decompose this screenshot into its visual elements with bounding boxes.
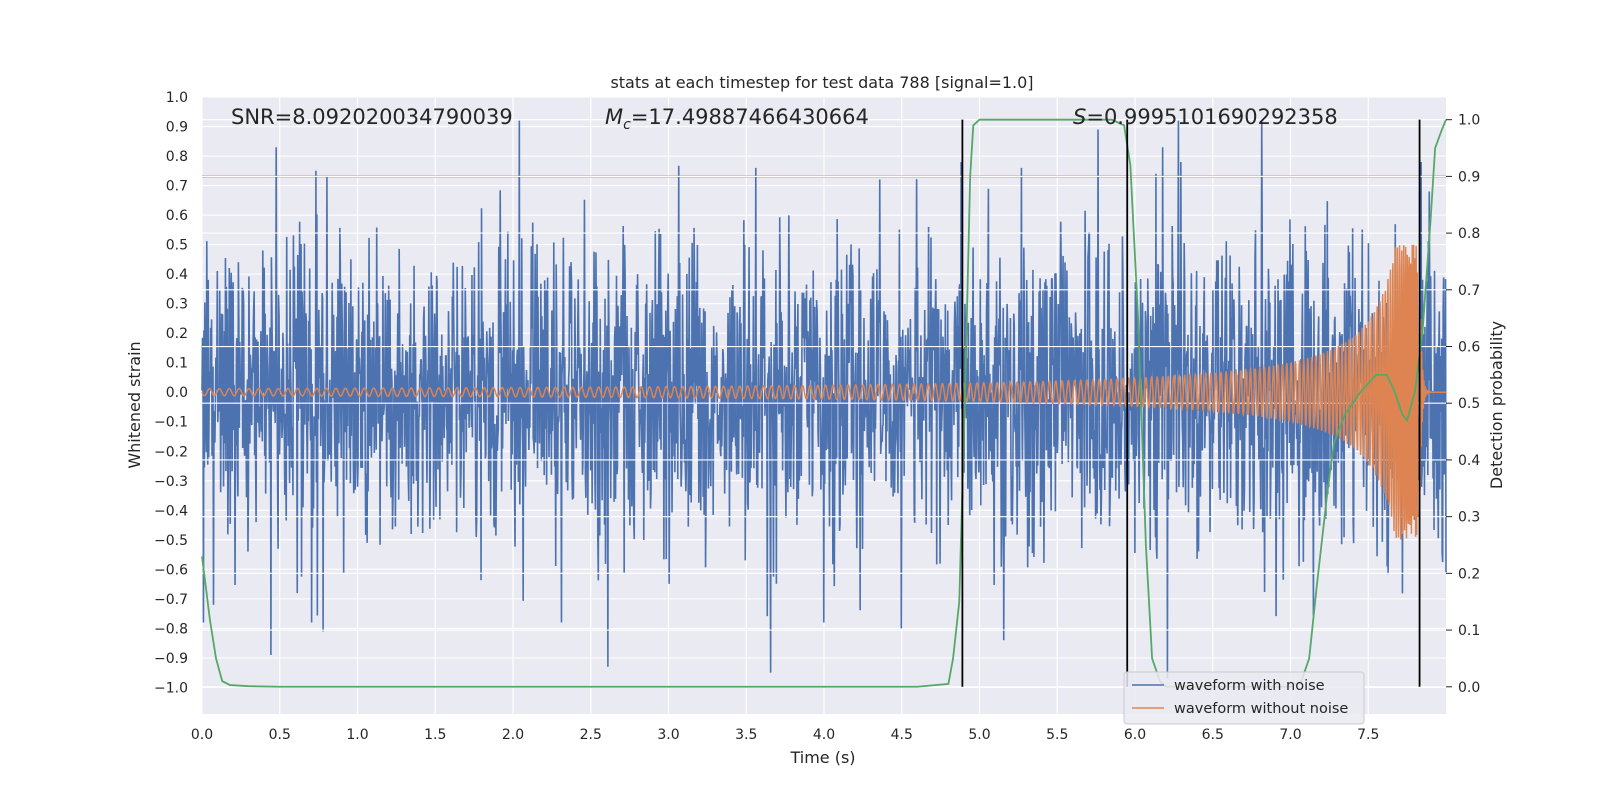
y-left-tick-label: −0.5 [154,533,188,549]
y-right-tick-label: 0.8 [1458,226,1480,242]
x-tick-label: 7.5 [1357,727,1379,743]
chart-title: stats at each timestep for test data 788… [610,73,1033,92]
y-left-axis-ticks: 1.0 0.9 0.8 0.7 0.6 0.5 0.4 0.3 0.2 0.1 0.0 −0.1 −0.… [154,90,188,696]
x-tick-label: 6.0 [1124,727,1146,743]
annotation-chirp-mass: Mc=17.49887466430664 [605,105,869,133]
x-tick-label: 0.0 [191,727,213,743]
y-left-tick-label: −0.7 [154,592,188,608]
y-right-tick-label: 1.0 [1458,113,1480,129]
y-right-tick-label: 0.2 [1458,566,1480,582]
y-left-tick-label: 0.2 [166,326,188,342]
y-right-axis-label: Detection probability [1487,321,1506,489]
legend-label-noise: waveform with noise [1174,678,1325,694]
legend-box [1123,671,1365,725]
series-waveform-without-noise [201,244,1446,540]
x-tick-label: 2.5 [580,727,602,743]
significance-value: =0.9995101690292358 [1086,105,1337,129]
y-right-tick-label: 0.6 [1458,340,1480,356]
x-tick-label: 3.5 [735,727,757,743]
x-tick-label: 7.0 [1279,727,1301,743]
y-left-tick-label: −0.1 [154,415,188,431]
y-left-tick-label: −0.9 [154,651,188,667]
x-axis-ticks: 0.0 0.5 1.0 1.5 2.0 2.5 3.0 3.5 4.0 4.5 5.0 5.5 6.0 6… [191,727,1380,743]
series-waveform-with-noise [201,120,1447,679]
y-left-tick-label: −1.0 [154,680,188,696]
chirp-mass-value: =17.49887466430664 [631,105,869,129]
y-left-tick-label: 0.1 [166,356,188,372]
y-left-tick-label: 0.8 [166,149,188,165]
y-right-tick-label: 0.3 [1458,510,1480,526]
y-left-tick-label: −0.6 [154,562,188,578]
clean-waveform-line [201,244,1446,540]
x-tick-label: 2.0 [502,727,524,743]
y-left-tick-label: 0.9 [166,120,188,136]
y-left-tick-label: −0.4 [154,503,188,519]
x-axis-label: Time (s) [789,748,855,767]
y-left-tick-label: 1.0 [166,90,188,106]
x-tick-label: 1.5 [424,727,446,743]
event-vertical-lines [961,119,1421,687]
x-tick-label: 3.0 [657,727,679,743]
y-left-tick-label: 0.5 [166,238,188,254]
y-right-tick-label: 0.5 [1458,396,1480,412]
y-left-axis-label: Whitened strain [125,341,144,468]
annotation-snr: SNR=8.092020034790039 [231,105,513,129]
y-left-tick-label: 0.0 [166,385,188,401]
chirp-mass-symbol: M [605,105,623,129]
y-right-tick-label: 0.9 [1458,169,1480,185]
y-right-tick-label: 0.7 [1458,283,1480,299]
legend-label-clean: waveform without noise [1174,701,1348,717]
noise-waveform-line [201,120,1447,679]
y-right-tick-label: 0.4 [1458,453,1480,469]
y-right-tick-label: 0.0 [1458,680,1480,696]
y-left-tick-label: 0.6 [166,208,188,224]
x-tick-label: 5.0 [968,727,990,743]
y-left-tick-label: −0.2 [154,444,188,460]
y-left-tick-label: −0.8 [154,621,188,637]
annotation-significance: S=0.9995101690292358 [1073,105,1338,129]
x-tick-label: 0.5 [269,727,291,743]
y-right-axis-ticks: 1.0 0.9 0.8 0.7 0.6 0.5 0.4 0.3 0.2 0.1 0.0 [1446,113,1480,696]
significance-symbol: S [1073,105,1086,129]
x-tick-label: 6.5 [1202,727,1224,743]
y-left-tick-label: 0.7 [166,179,188,195]
y-left-tick-label: 0.4 [166,267,188,283]
detection-probability-line [201,118,1447,688]
x-tick-label: 1.0 [346,727,368,743]
y-right-tick-label: 0.1 [1458,623,1480,639]
y-left-tick-label: 0.3 [166,297,188,313]
legend: waveform with noise waveform without noi… [1123,671,1365,725]
chirp-mass-subscript: c [623,117,631,133]
x-tick-label: 5.5 [1046,727,1068,743]
y-left-tick-label: −0.3 [154,474,188,490]
series-detection-probability [201,118,1447,688]
x-tick-label: 4.0 [813,727,835,743]
x-tick-label: 4.5 [891,727,913,743]
